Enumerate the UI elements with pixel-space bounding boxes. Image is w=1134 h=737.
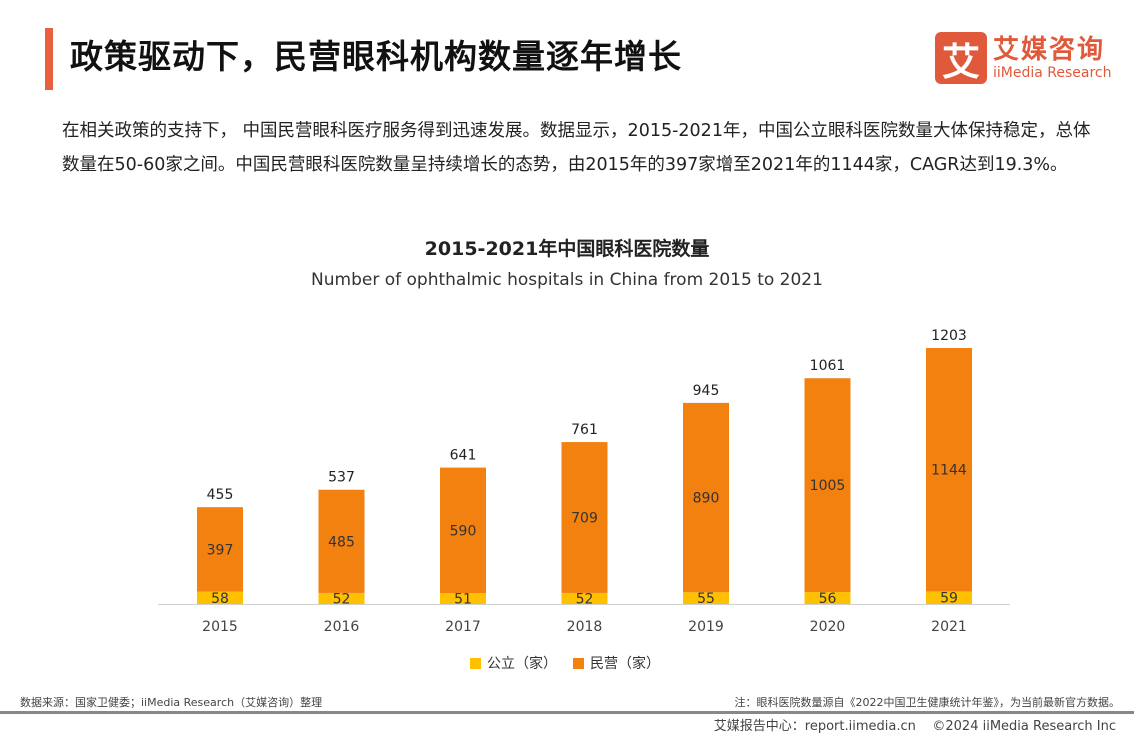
data-label: 485 — [328, 534, 355, 550]
data-label: 55 — [697, 591, 715, 607]
x-tick-label: 2016 — [324, 619, 360, 635]
bar-public-2019 — [683, 592, 729, 604]
chart-title: 2015-2021年中国眼科医院数量 — [424, 238, 710, 260]
logo: 艾 艾媒咨询 iiMedia Research — [935, 32, 1112, 84]
x-tick-label: 2018 — [567, 619, 603, 635]
bar-private-2020 — [804, 378, 851, 593]
total-label: 945 — [693, 383, 720, 399]
bar-private-2018 — [561, 442, 608, 593]
data-label: 1005 — [810, 478, 846, 494]
legend-item-public: 公立（家） — [470, 653, 557, 673]
x-tick-label: 2020 — [810, 619, 846, 635]
total-label: 1061 — [810, 358, 846, 374]
total-label: 641 — [450, 448, 477, 464]
data-label: 709 — [571, 510, 598, 526]
data-label: 1144 — [931, 463, 967, 479]
x-tick-label: 2019 — [688, 619, 724, 635]
bar-public-2021 — [926, 591, 972, 604]
bar-public-2020 — [804, 592, 851, 604]
logo-en: iiMedia Research — [993, 65, 1112, 81]
bar-public-2015 — [197, 591, 243, 604]
site-link[interactable]: 艾媒报告中心：report.iimedia.cn — [713, 719, 916, 734]
bar-private-2017 — [440, 467, 486, 594]
data-label: 397 — [207, 542, 234, 558]
bar-public-2017 — [440, 593, 486, 604]
legend-item-private: 民营（家） — [573, 653, 660, 673]
data-label: 890 — [693, 491, 720, 507]
bar-private-2015 — [197, 507, 243, 592]
bar-public-2018 — [561, 592, 608, 604]
bar-private-2019 — [683, 402, 729, 593]
logo-mark: 艾 — [935, 32, 987, 84]
legend: 公立（家） 民营（家） — [470, 653, 660, 673]
footer-credits: 艾媒报告中心：report.iimedia.cn ©2024 iiMedia R… — [714, 715, 1116, 734]
data-label: 51 — [454, 592, 472, 608]
data-label: 59 — [940, 591, 958, 607]
data-label: 52 — [576, 591, 594, 607]
footer-divider — [0, 711, 1134, 714]
bar-public-2016 — [318, 592, 365, 604]
total-label: 761 — [571, 422, 598, 438]
total-label: 1203 — [931, 328, 967, 344]
chart-subtitle: Number of ophthalmic hospitals in China … — [311, 270, 823, 290]
bar-private-2016 — [318, 489, 365, 593]
total-label: 537 — [328, 470, 355, 486]
total-label: 455 — [207, 487, 234, 503]
source-note: 数据来源：国家卫健委；iiMedia Research（艾媒咨询）整理 — [20, 696, 323, 709]
x-tick-label: 2015 — [202, 619, 238, 635]
data-label: 58 — [211, 591, 229, 607]
page-title: 政策驱动下，民营眼科机构数量逐年增长 — [70, 37, 682, 76]
intro-paragraph: 在相关政策的支持下， 中国民营眼科医疗服务得到迅速发展。数据显示，2015-20… — [62, 121, 1091, 175]
data-label: 590 — [450, 523, 477, 539]
title-accent-bar — [45, 28, 53, 90]
x-tick-label: 2017 — [445, 619, 481, 635]
copyright: ©2024 iiMedia Research Inc — [932, 719, 1116, 734]
bar-private-2021 — [926, 348, 972, 592]
x-tick-label: 2021 — [931, 619, 967, 635]
data-label: 52 — [333, 591, 351, 607]
data-note: 注：眼科医院数量源自《2022中国卫生健康统计年鉴》，为当前最新官方数据。 — [734, 696, 1121, 709]
logo-cn: 艾媒咨询 — [993, 35, 1106, 65]
data-label: 56 — [819, 591, 837, 607]
